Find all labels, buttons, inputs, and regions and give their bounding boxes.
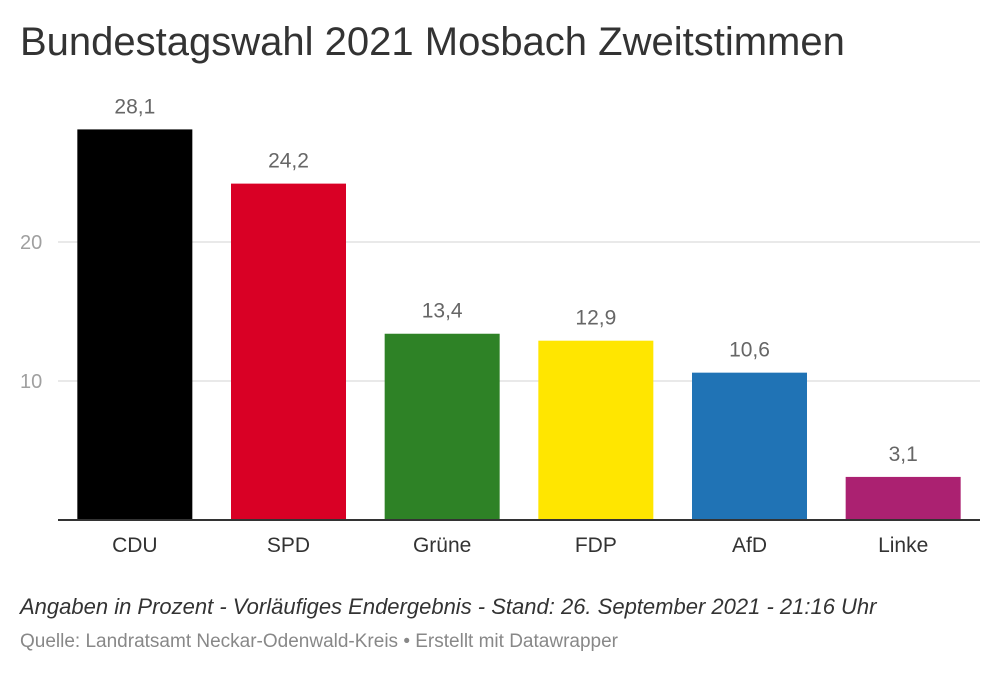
bar-afd [692,372,807,520]
bar-value-label: 3,1 [889,443,918,466]
x-tick-label: SPD [267,534,310,557]
y-tick-label: 10 [20,371,42,393]
x-tick-label: AfD [732,534,767,557]
chart-source: Quelle: Landratsamt Neckar-Odenwald-Krei… [20,631,618,652]
bar-value-label: 24,2 [268,150,309,173]
bar-linke [845,476,961,520]
x-tick-label: Linke [878,534,928,557]
x-tick-label: FDP [575,534,617,557]
bar-chart: 10 20 28,1 CDU 24,2 SPD 13,4 Grüne 12,9 FDP 10,6 Af… [20,95,980,557]
x-tick-label: Grüne [413,534,471,557]
bar-value-label: 28,1 [114,95,155,118]
chart-title: Bundestagswahl 2021 Mosbach Zweitstimmen [20,20,845,64]
y-tick-label: 20 [20,232,42,254]
x-tick-label: CDU [112,534,158,557]
bar-cdu [77,129,193,520]
bar-grüne [384,333,500,520]
bar-value-label: 13,4 [422,300,463,323]
bar-spd [231,183,346,520]
bar-value-label: 10,6 [729,339,770,362]
chart-note: Angaben in Prozent - Vorläufiges Enderge… [20,594,877,619]
bar-fdp [538,340,654,520]
bar-value-label: 12,9 [575,307,616,330]
